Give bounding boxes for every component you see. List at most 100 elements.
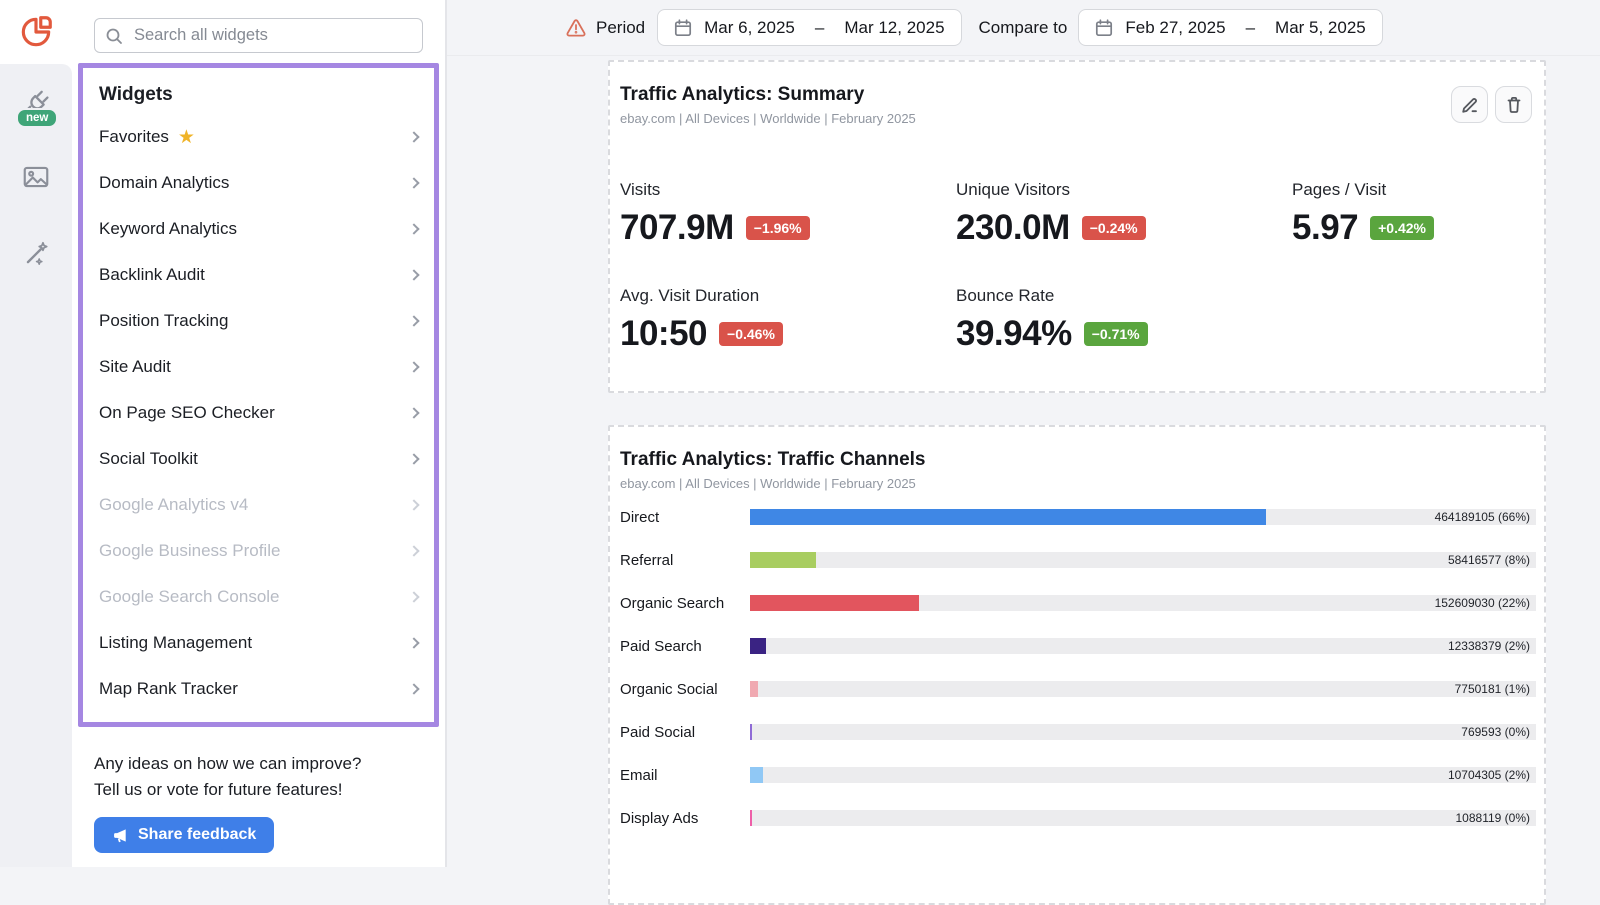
metric-label: Avg. Visit Duration <box>620 286 760 305</box>
metric-delta-badge: −0.46% <box>719 322 783 346</box>
rail-tools: new <box>0 64 72 867</box>
channel-row: Referral 58416577 (8%) <box>620 551 1536 569</box>
megaphone-icon <box>114 828 126 842</box>
channel-value: 464189105 (66%) <box>1434 510 1530 524</box>
sidebar-item-listing-management[interactable]: Listing Management <box>99 620 420 666</box>
metric-delta-badge: −0.24% <box>1081 216 1146 240</box>
channel-value: 1088119 (0%) <box>1455 811 1531 825</box>
magic-tools-button[interactable] <box>19 236 53 270</box>
sidebar-item-google-analytics-v4[interactable]: Google Analytics v4 <box>99 482 420 528</box>
metric-value: 230.0M <box>956 208 1070 247</box>
sidebar-item-domain-analytics[interactable]: Domain Analytics <box>99 160 420 206</box>
delete-widget-button[interactable] <box>1495 86 1532 123</box>
channel-row: Organic Social 7750181 (1%) <box>620 681 1536 698</box>
sidebar-item-google-search-console[interactable]: Google Search Console <box>99 574 420 620</box>
sidebar-item-site-audit[interactable]: Site Audit <box>99 344 420 390</box>
integrations-button[interactable]: new <box>16 84 59 128</box>
chevron-right-icon <box>408 269 420 281</box>
channel-bar-fill <box>750 509 1266 525</box>
channel-row: Organic Search 152609030 (22%) <box>620 595 1536 612</box>
channel-bar-track: 769593 (0%) <box>750 724 1536 740</box>
calendar-icon <box>1096 18 1113 36</box>
chevron-right-icon <box>408 499 420 511</box>
sidebar-item-map-rank-tracker[interactable]: Map Rank Tracker <box>99 666 420 712</box>
metric-value: 5.97 <box>1292 208 1359 247</box>
channel-bar-fill <box>750 724 753 740</box>
channel-bar-fill <box>750 681 758 697</box>
trash-icon <box>1507 96 1520 113</box>
sidebar-item-label: Domain Analytics <box>99 173 230 192</box>
period-date-dash: – <box>814 17 825 37</box>
feedback-section: Any ideas on how we can improve? Tell us… <box>94 751 423 853</box>
main-area: Period Mar 6, 2025 – Mar 12, 2025 Compar… <box>447 0 1600 905</box>
period-label: Period <box>596 17 646 37</box>
summary-widget-title: Traffic Analytics: Summary <box>620 84 865 105</box>
period-date-range[interactable]: Mar 6, 2025 – Mar 12, 2025 <box>657 9 962 46</box>
channels-chart: Direct 464189105 (66%) Referral 58416577… <box>620 509 1536 827</box>
channel-bar-track: 10704305 (2%) <box>750 767 1536 783</box>
sidebar-item-label: Site Audit <box>99 357 171 376</box>
pie-chart-logo-icon <box>21 16 52 47</box>
channel-row: Paid Search 12338379 (2%) <box>620 637 1536 655</box>
summary-widget-card: Traffic Analytics: Summary ebay.com | Al… <box>608 60 1546 393</box>
app-logo[interactable] <box>0 0 72 64</box>
channel-bar-track: 152609030 (22%) <box>750 595 1536 611</box>
sidebar-item-keyword-analytics[interactable]: Keyword Analytics <box>99 206 420 252</box>
magic-wand-icon <box>26 241 48 265</box>
sidebar-item-label: Social Toolkit <box>99 449 198 468</box>
sidebar-item-label: Google Analytics v4 <box>99 495 249 514</box>
channel-label: Display Ads <box>620 809 699 827</box>
summary-widget-actions <box>1451 86 1532 123</box>
channels-widget-title: Traffic Analytics: Traffic Channels <box>620 449 926 470</box>
metric-label: Pages / Visit <box>1292 180 1387 199</box>
channel-bar-track: 464189105 (66%) <box>750 509 1536 525</box>
chevron-right-icon <box>408 453 420 465</box>
metric-delta-badge: −1.96% <box>745 216 810 240</box>
search-input[interactable] <box>132 25 412 46</box>
chevron-right-icon <box>408 177 420 189</box>
channel-bar-track: 58416577 (8%) <box>750 552 1536 568</box>
star-icon: ★ <box>177 126 195 148</box>
channel-value: 12338379 (2%) <box>1447 639 1530 653</box>
channel-row: Display Ads 1088119 (0%) <box>620 809 1536 827</box>
channels-widget-subtitle: ebay.com | All Devices | Worldwide | Feb… <box>620 476 916 491</box>
sidebar-item-label: Favorites <box>99 127 169 146</box>
chevron-right-icon <box>408 591 420 603</box>
channel-bar-fill <box>750 810 753 826</box>
channel-label: Paid Search <box>620 637 702 655</box>
channel-value: 10704305 (2%) <box>1447 768 1530 782</box>
sidebar-item-favorites[interactable]: Favorites ★ <box>99 114 420 160</box>
feedback-line1: Any ideas on how we can improve? <box>94 754 362 773</box>
chevron-right-icon <box>408 361 420 373</box>
sidebar-item-on-page-seo-checker[interactable]: On Page SEO Checker <box>99 390 420 436</box>
sidebar-item-backlink-audit[interactable]: Backlink Audit <box>99 252 420 298</box>
channel-row: Direct 464189105 (66%) <box>620 509 1536 526</box>
edit-widget-button[interactable] <box>1451 86 1488 123</box>
metric-delta-badge: −0.71% <box>1083 322 1148 346</box>
share-feedback-button[interactable]: Share feedback <box>94 817 275 853</box>
metrics-grid: Visits 707.9M −1.96% Unique Visitors 230… <box>620 180 1536 354</box>
channel-row: Email 10704305 (2%) <box>620 767 1536 784</box>
channel-bar-track: 7750181 (1%) <box>750 681 1536 697</box>
metric-delta-badge: +0.42% <box>1370 216 1434 240</box>
summary-widget-subtitle: ebay.com | All Devices | Worldwide | Feb… <box>620 111 916 126</box>
compare-date-range[interactable]: Feb 27, 2025 – Mar 5, 2025 <box>1078 9 1383 46</box>
compare-start-date: Feb 27, 2025 <box>1125 17 1226 37</box>
chevron-right-icon <box>408 223 420 235</box>
metric-value: 39.94% <box>956 314 1072 353</box>
channel-value: 7750181 (1%) <box>1454 682 1530 696</box>
channel-value: 152609030 (22%) <box>1434 596 1530 610</box>
sidebar-item-social-toolkit[interactable]: Social Toolkit <box>99 436 420 482</box>
sidebar-item-label: On Page SEO Checker <box>99 403 275 422</box>
widget-search[interactable] <box>94 18 423 53</box>
channel-label: Referral <box>620 551 674 569</box>
metric: Bounce Rate 39.94% −0.71% <box>956 286 1292 354</box>
metric-value: 707.9M <box>620 208 734 247</box>
widgets-sidebar: Widgets Favorites ★ Domain Analytics Key… <box>72 0 447 867</box>
channel-bar-fill <box>750 595 919 611</box>
sidebar-item-position-tracking[interactable]: Position Tracking <box>99 298 420 344</box>
sidebar-item-google-business-profile[interactable]: Google Business Profile <box>99 528 420 574</box>
sidebar-item-label: Listing Management <box>99 633 253 652</box>
media-button[interactable] <box>19 160 53 194</box>
widgets-panel: Widgets Favorites ★ Domain Analytics Key… <box>78 63 439 727</box>
